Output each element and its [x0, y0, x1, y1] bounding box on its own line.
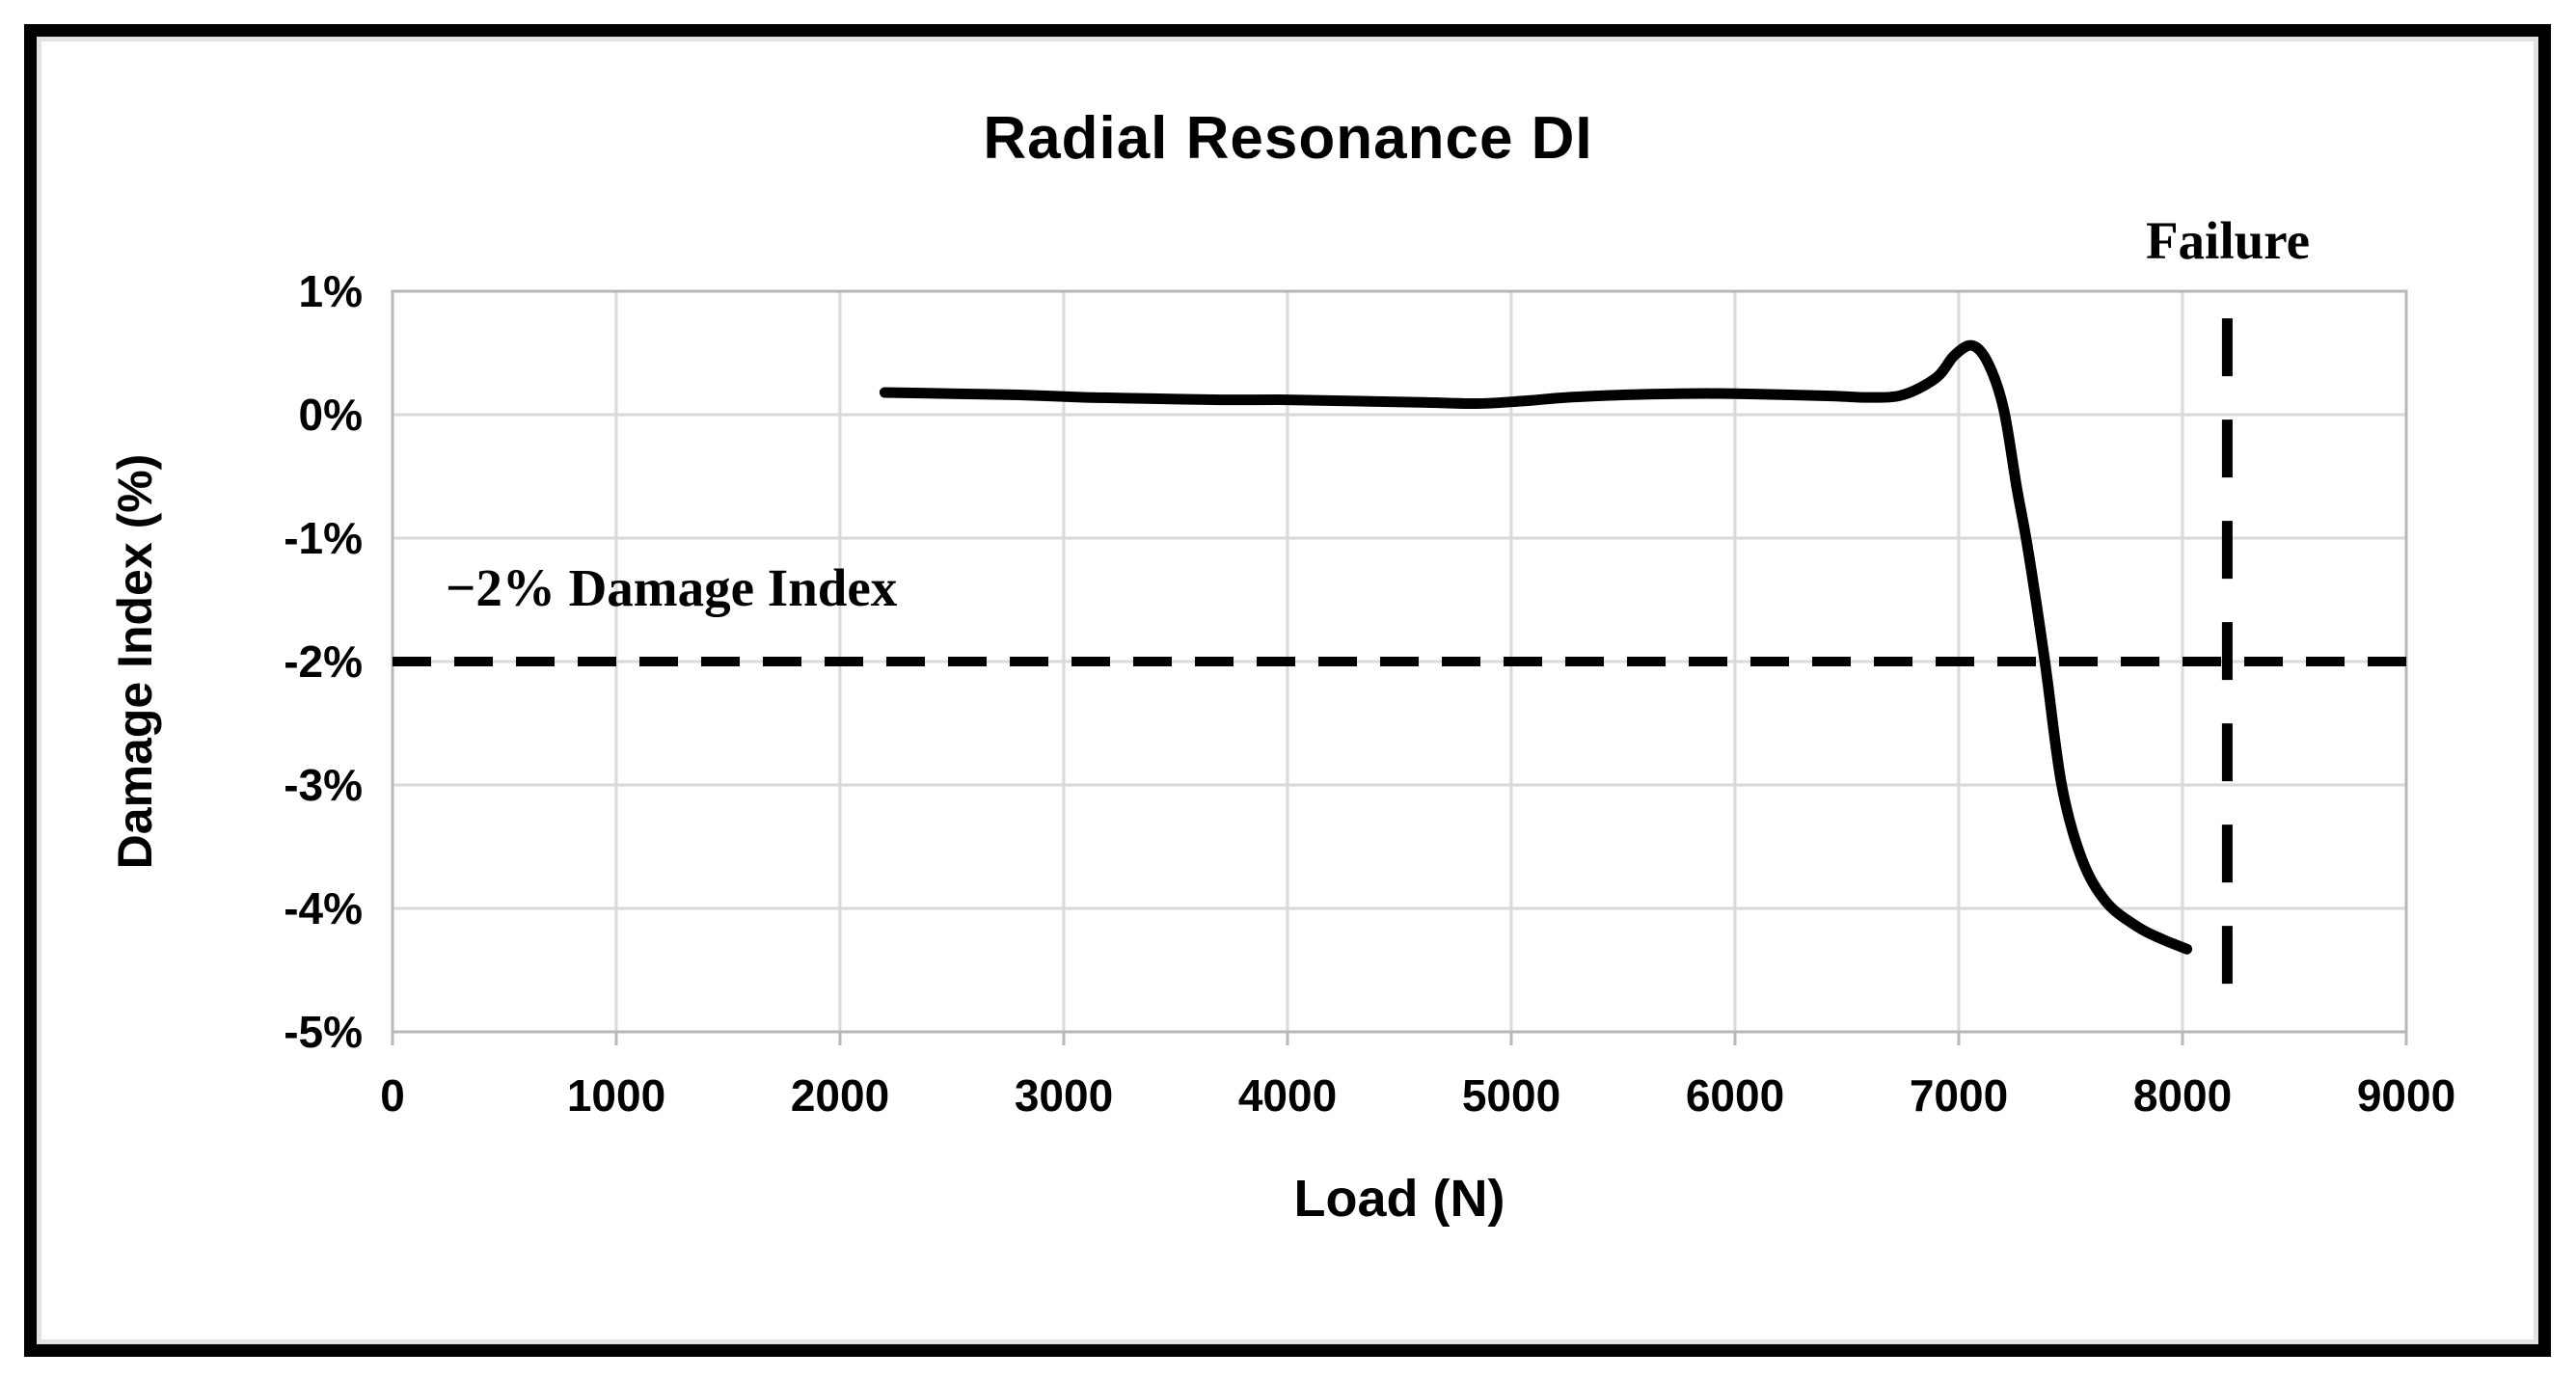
plot-svg: [391, 289, 2408, 1045]
x-axis-title: Load (N): [1293, 1170, 1505, 1228]
chart-title: Radial Resonance DI: [983, 105, 1593, 172]
y-tick-label-0%: 0%: [298, 390, 363, 440]
threshold-annotation: −2% Damage Index: [446, 558, 898, 617]
x-tick-label-9000: 9000: [2356, 1070, 2456, 1121]
plot-area: [391, 289, 2408, 1045]
y-tick-label--1%: -1%: [284, 513, 363, 563]
x-tick-label-7000: 7000: [1909, 1070, 2009, 1121]
x-tick-label-8000: 8000: [2132, 1070, 2233, 1121]
x-tick-label-6000: 6000: [1685, 1070, 1785, 1121]
x-tick-labels: 0 1000 2000 3000 4000 5000 6000 7000 8000 9000: [380, 1068, 2455, 1122]
y-tick-labels: 1% 0% -1% -2% -3% -4% -5%: [145, 268, 376, 1055]
y-tick-label--2%: -2%: [284, 636, 363, 687]
di-curve: [879, 339, 2193, 955]
x-tick-label-3000: 3000: [1014, 1070, 1114, 1121]
y-tick-label--4%: -4%: [284, 883, 363, 933]
x-tick-label-2000: 2000: [790, 1070, 890, 1121]
x-tick-label-1000: 1000: [566, 1070, 666, 1121]
x-tick-label-4000: 4000: [1237, 1070, 1338, 1121]
y-tick-label--3%: -3%: [284, 760, 363, 810]
failure-annotation: Failure: [2145, 211, 2311, 270]
y-tick-label--5%: -5%: [284, 1007, 363, 1057]
x-tick-label-0: 0: [380, 1070, 405, 1121]
x-tick-label-5000: 5000: [1461, 1070, 1561, 1121]
y-tick-label-1%: 1%: [298, 266, 363, 316]
